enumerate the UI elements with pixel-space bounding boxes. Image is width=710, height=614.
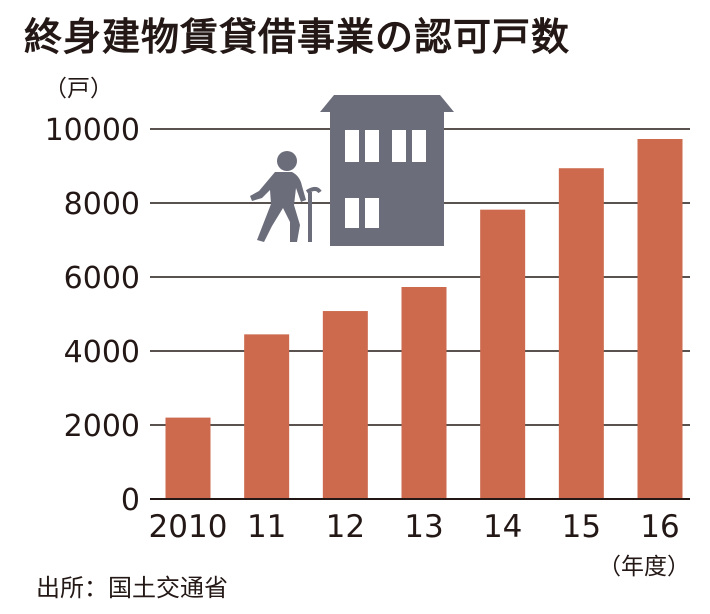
- bar-13: [401, 286, 447, 499]
- chart-title: 終身建物賃貸借事業の認可戸数: [24, 15, 570, 59]
- bar-14: [480, 209, 526, 499]
- bars: [165, 138, 683, 500]
- bar-2010: [165, 417, 211, 499]
- bar-12: [322, 311, 368, 499]
- x-tick-label: 14: [483, 509, 522, 545]
- y-tick-label: 8000: [64, 187, 140, 222]
- y-tick-label: 0: [121, 483, 140, 518]
- illustration: [250, 95, 454, 246]
- x-tick-label: 16: [640, 509, 679, 545]
- x-tick-label: 15: [562, 509, 601, 545]
- y-tick-labels: 0 2000 4000 6000 8000 10000: [45, 113, 140, 518]
- y-tick-label: 2000: [64, 409, 140, 444]
- elderly-person-with-cane-icon: [250, 151, 322, 242]
- y-tick-label: 4000: [64, 335, 140, 370]
- x-tick-label: 13: [404, 509, 443, 545]
- bar-11: [244, 334, 290, 499]
- apartment-building-icon: [320, 95, 454, 246]
- source-note: 出所：国土交通省: [36, 574, 228, 602]
- y-tick-label: 10000: [45, 113, 140, 148]
- bar-15: [558, 168, 604, 499]
- x-tick-label: 12: [326, 509, 365, 545]
- x-tick-label: 11: [247, 509, 286, 545]
- bar-16: [637, 138, 683, 500]
- y-axis-unit: （戸）: [44, 76, 113, 102]
- x-axis-unit: （年度）: [598, 554, 690, 580]
- x-tick-label: 2010: [149, 509, 228, 545]
- x-tick-labels: 2010 11 12 13 14 15 16: [149, 509, 680, 545]
- y-tick-label: 6000: [64, 261, 140, 296]
